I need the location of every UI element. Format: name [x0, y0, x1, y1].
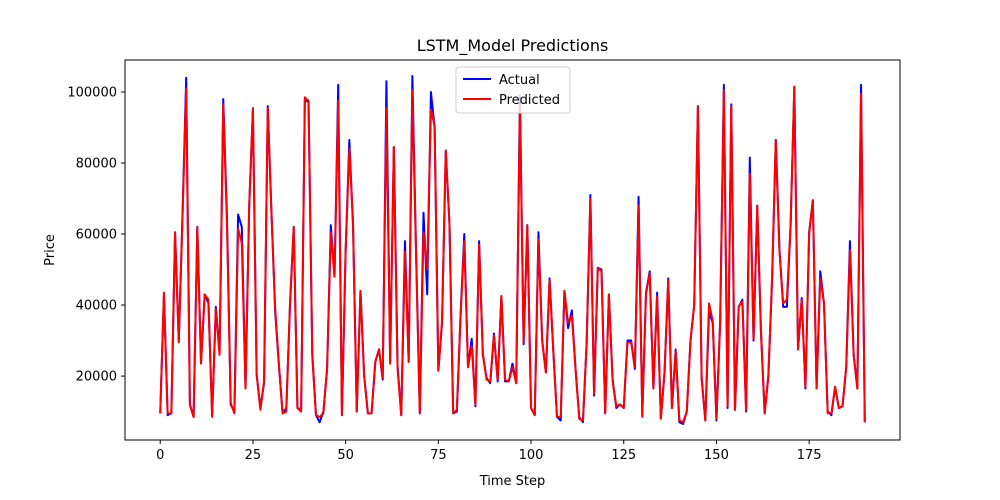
x-tick-label: 0: [156, 448, 164, 463]
y-tick-label: 60000: [76, 228, 117, 243]
x-tick-label: 50: [337, 448, 354, 463]
x-tick-label: 25: [245, 448, 262, 463]
y-axis-title: Price: [43, 234, 58, 266]
x-tick-label: 100: [519, 448, 544, 463]
y-tick-label: 20000: [76, 370, 117, 385]
chart-title: LSTM_Model Predictions: [417, 36, 609, 56]
y-tick-label: 80000: [76, 156, 117, 171]
x-tick-label: 75: [430, 448, 447, 463]
legend: Actual Predicted: [456, 67, 570, 113]
x-tick-label: 150: [704, 448, 729, 463]
x-tick-label: 175: [797, 448, 822, 463]
x-axis-title: Time Step: [479, 474, 546, 489]
x-tick-label: 125: [611, 448, 636, 463]
y-tick-label: 100000: [67, 85, 117, 100]
legend-label-predicted: Predicted: [499, 93, 560, 108]
legend-label-actual: Actual: [499, 73, 540, 88]
y-tick-label: 40000: [76, 299, 117, 314]
